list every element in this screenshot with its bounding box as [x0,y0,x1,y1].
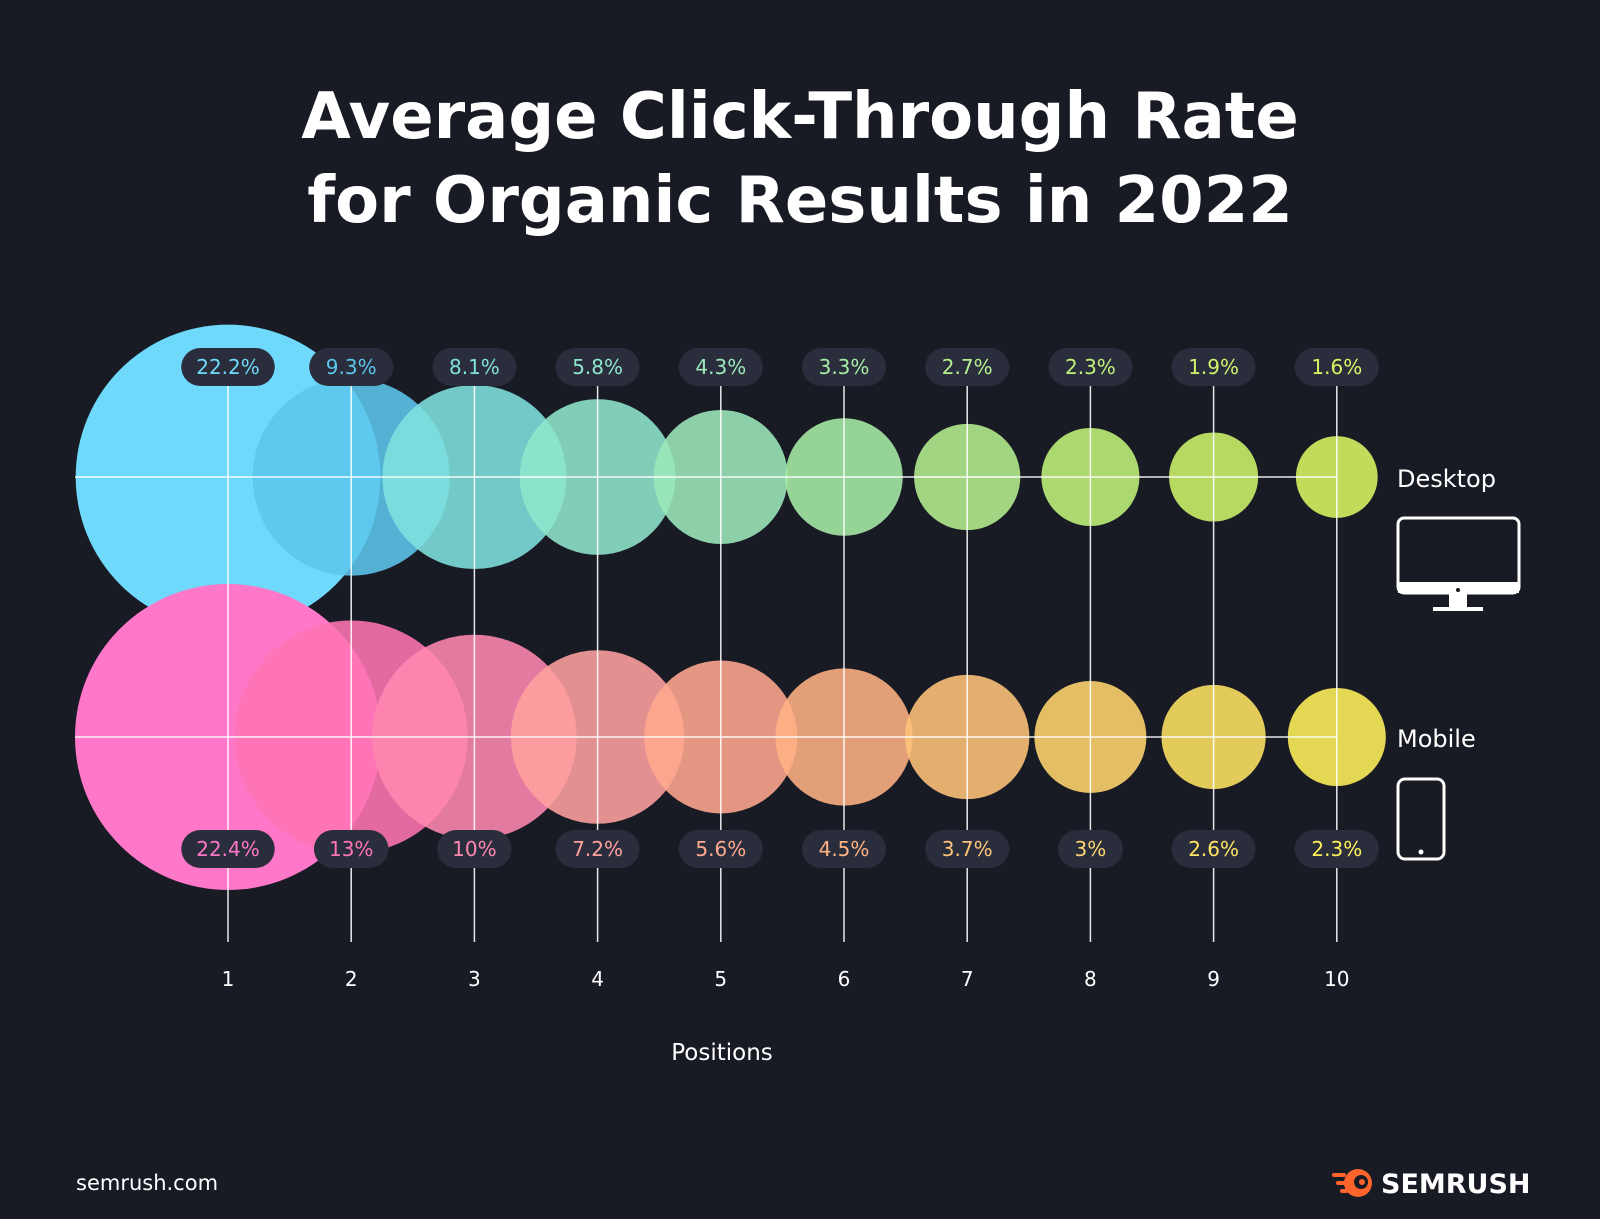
value-label-mobile-10: 2.3% [1311,837,1362,861]
value-label-mobile-7: 3.7% [942,837,993,861]
value-pill-bg [1294,830,1379,868]
value-pill-desktop-2: 9.3% [309,348,394,386]
value-pill-bg [678,830,763,868]
value-pill-bg [181,830,275,868]
value-pill-bg [1171,830,1256,868]
value-pill-desktop-4: 5.8% [555,348,640,386]
value-pill-bg [678,348,763,386]
value-pill-desktop-5: 4.3% [678,348,763,386]
desktop-monitor-icon [1396,516,1521,611]
value-pill-mobile-8: 3% [1057,830,1123,868]
value-label-desktop-1: 22.2% [196,355,260,379]
x-tick-label-10: 10 [1324,967,1349,991]
value-pill-mobile-7: 3.7% [925,830,1010,868]
value-pill-mobile-10: 2.3% [1294,830,1379,868]
value-pill-bg [925,348,1010,386]
footer-site: semrush.com [76,1171,218,1195]
x-tick-label-2: 2 [345,967,358,991]
value-pill-bg [437,830,512,868]
value-pill-bg [1171,348,1256,386]
value-pill-bg [313,830,389,868]
title-line-2: for Organic Results in 2022 [307,164,1293,238]
value-pill-mobile-2: 13% [313,830,389,868]
x-tick-label-8: 8 [1084,967,1097,991]
value-label-mobile-5: 5.6% [695,837,746,861]
value-label-mobile-1: 22.4% [196,837,260,861]
value-label-desktop-8: 2.3% [1065,355,1116,379]
value-pill-desktop-9: 1.9% [1171,348,1256,386]
value-pill-bg [432,348,517,386]
value-pill-bg [1294,348,1379,386]
brand-logo: SEMRUSH [1332,1169,1531,1200]
value-label-mobile-4: 7.2% [572,837,623,861]
value-pill-desktop-10: 1.6% [1294,348,1379,386]
value-label-mobile-3: 10% [452,837,496,861]
bubbles [75,324,1386,890]
value-label-desktop-10: 1.6% [1311,355,1362,379]
legend-mobile: Mobile [1396,725,1476,861]
value-label-mobile-8: 3% [1075,837,1107,861]
legend-desktop: Desktop [1396,465,1521,611]
value-pill-bg [1048,348,1133,386]
x-axis-ticks: 1 2 3 4 5 6 7 8 9 10 [222,967,1350,991]
value-pill-mobile-6: 4.5% [802,830,886,868]
value-pill-mobile-5: 5.6% [678,830,763,868]
legend-label-desktop: Desktop [1397,465,1496,493]
x-axis-label: Positions [671,1040,773,1066]
x-tick-label-9: 9 [1207,967,1220,991]
x-tick-label-4: 4 [591,967,604,991]
value-label-desktop-4: 5.8% [572,355,623,379]
value-pill-bg [802,830,886,868]
value-pill-mobile-1: 22.4% [181,830,275,868]
value-label-desktop-5: 4.3% [695,355,746,379]
value-pill-desktop-3: 8.1% [432,348,517,386]
value-pill-mobile-4: 7.2% [555,830,640,868]
value-label-desktop-3: 8.1% [449,355,500,379]
value-pill-mobile-9: 2.6% [1171,830,1256,868]
value-pill-desktop-7: 2.7% [925,348,1010,386]
value-label-desktop-6: 3.3% [819,355,870,379]
value-pill-bg [181,348,275,386]
brand-name: SEMRUSH [1381,1169,1531,1200]
value-label-mobile-2: 13% [329,837,373,861]
value-pill-desktop-8: 2.3% [1048,348,1133,386]
value-label-desktop-9: 1.9% [1188,355,1239,379]
value-pill-desktop-1: 22.2% [181,348,275,386]
chart-title: Average Click-Through Rate for Organic R… [301,80,1299,238]
value-pill-bg [925,830,1010,868]
title-line-1: Average Click-Through Rate [301,80,1299,154]
value-label-mobile-6: 4.5% [819,837,870,861]
value-pill-mobile-3: 10% [437,830,512,868]
value-pill-desktop-6: 3.3% [802,348,886,386]
value-label-desktop-2: 9.3% [326,355,377,379]
semrush-fire-logo-icon [1332,1169,1372,1197]
x-tick-label-6: 6 [838,967,851,991]
value-pills: 22.2% 9.3% 8.1% 5.8% 4.3% 3.3% 2.7% 2.3% 1.9% 1.6… [181,348,1379,868]
value-pill-bg [802,348,886,386]
x-tick-label-5: 5 [714,967,727,991]
value-label-mobile-9: 2.6% [1188,837,1239,861]
x-tick-label-3: 3 [468,967,481,991]
value-pill-bg [555,830,640,868]
value-pill-bg [1057,830,1123,868]
legend-label-mobile: Mobile [1397,725,1476,753]
mobile-phone-icon [1396,777,1446,861]
x-tick-label-7: 7 [961,967,974,991]
value-label-desktop-7: 2.7% [942,355,993,379]
value-pill-bg [309,348,394,386]
x-tick-label-1: 1 [222,967,235,991]
value-pill-bg [555,348,640,386]
